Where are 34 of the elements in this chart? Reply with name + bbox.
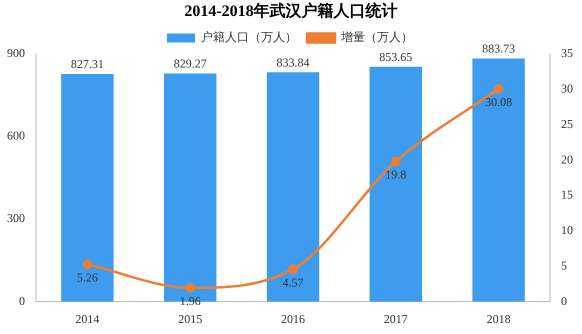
point [82, 260, 92, 270]
y-tick-label: 300 [7, 211, 25, 226]
y2-tick-label: 0 [561, 294, 567, 308]
y2-tick-label: 5 [561, 258, 567, 272]
x-tick-label: 2016 [281, 312, 305, 326]
y2-tick-label: 20 [561, 152, 573, 166]
legend-label: 户籍人口（万人） [201, 30, 297, 44]
legend-label: 增量（万人） [340, 30, 413, 44]
point [288, 264, 298, 274]
y2-tick-label: 25 [561, 116, 573, 131]
y-tick-label: 900 [7, 46, 25, 60]
x-tick-label: 2014 [75, 312, 100, 326]
y2-tick-label: 15 [561, 188, 573, 202]
data-label: 5.26 [76, 270, 98, 285]
chart-title: 2014-2018年武汉户籍人口统计 [183, 1, 399, 22]
y2-tick-label: 35 [561, 46, 573, 60]
y-tick-label: 0 [19, 294, 25, 308]
x-tick-label: 2017 [384, 312, 408, 326]
point [391, 156, 401, 166]
data-label: 853.65 [379, 50, 412, 64]
point [494, 84, 504, 94]
data-label: 19.8 [385, 168, 406, 182]
data-label: 4.57 [282, 275, 304, 290]
data-label: 827.31 [70, 57, 104, 72]
y2-tick-label: 10 [561, 223, 573, 238]
data-label: 833.84 [276, 55, 310, 70]
y2-tick-label: 30 [561, 82, 573, 96]
point [185, 282, 195, 292]
data-label: 829.27 [174, 56, 207, 71]
y-tick-label: 600 [7, 128, 25, 143]
x-tick-label: 2015 [178, 312, 202, 326]
data-label: 30.08 [485, 94, 512, 109]
data-label: 883.73 [482, 42, 516, 56]
x-tick-label: 2018 [486, 312, 511, 326]
